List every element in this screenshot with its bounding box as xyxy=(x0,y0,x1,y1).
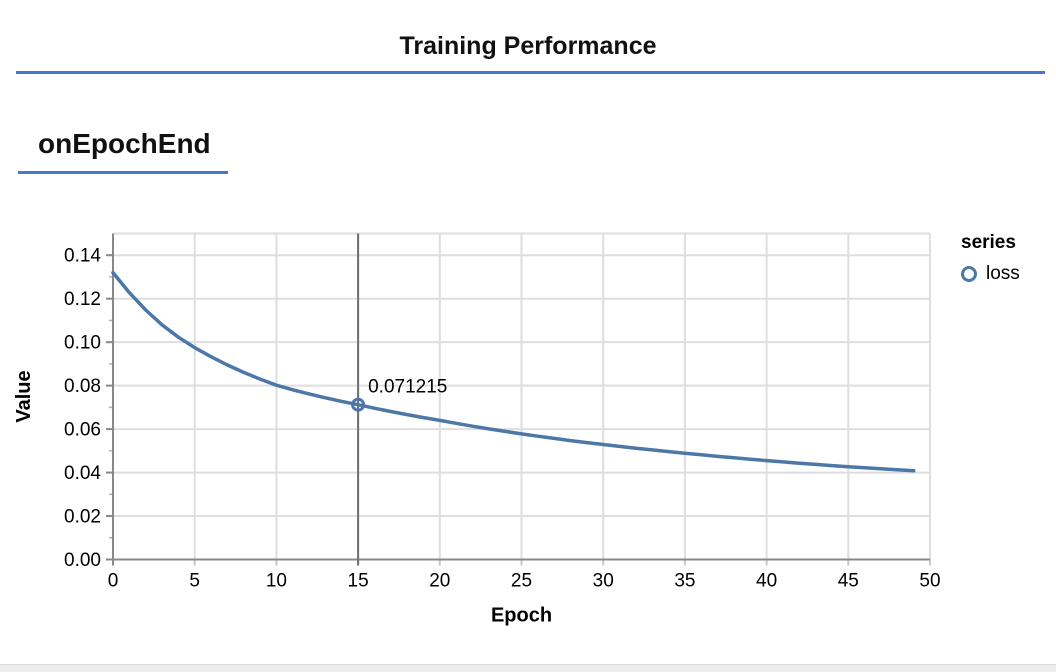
hover-point-marker xyxy=(351,397,366,412)
legend-label-loss: loss xyxy=(986,263,1020,284)
x-tick-label: 20 xyxy=(429,571,450,592)
legend-entry-loss[interactable]: loss xyxy=(961,263,1020,285)
x-tick-label: 0 xyxy=(108,571,119,592)
x-tick-label: 10 xyxy=(266,571,287,592)
x-tick-label: 50 xyxy=(919,571,940,592)
x-tick-label: 30 xyxy=(593,571,614,592)
section-divider xyxy=(18,171,228,174)
y-tick-label: 0.10 xyxy=(64,333,101,354)
x-tick-label: 25 xyxy=(511,571,532,592)
y-tick-label: 0.08 xyxy=(64,376,101,397)
loss-series-marker-icon xyxy=(961,266,977,282)
x-tick-label: 35 xyxy=(674,571,695,592)
section-label-onepochend: onEpochEnd xyxy=(38,128,211,159)
bottom-edge-bar xyxy=(0,664,1056,672)
y-tick-label: 0.12 xyxy=(64,289,101,310)
legend-title: series xyxy=(961,232,1016,253)
x-axis-title: Epoch xyxy=(491,605,552,627)
y-tick-label: 0.02 xyxy=(64,507,101,528)
title-divider xyxy=(16,71,1045,74)
hover-value-label: 0.071215 xyxy=(368,377,447,398)
x-tick-label: 40 xyxy=(756,571,777,592)
y-tick-label: 0.00 xyxy=(64,550,101,571)
x-tick-label: 15 xyxy=(348,571,369,592)
y-tick-label: 0.04 xyxy=(64,463,101,484)
x-tick-label: 45 xyxy=(838,571,859,592)
page-title: Training Performance xyxy=(399,32,657,60)
y-axis-title: Value xyxy=(13,370,35,422)
loss-curve xyxy=(111,270,916,473)
y-tick-label: 0.06 xyxy=(64,420,101,441)
y-tick-label: 0.14 xyxy=(64,246,101,267)
chart-legend: series loss xyxy=(961,232,1020,285)
x-tick-label: 5 xyxy=(189,571,200,592)
